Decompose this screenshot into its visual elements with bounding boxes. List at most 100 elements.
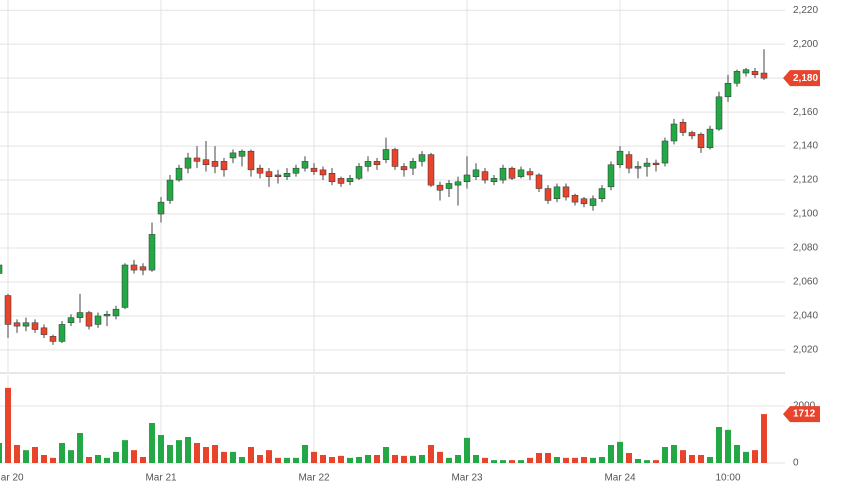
volume-bar [167, 445, 173, 463]
candle-body [733, 71, 741, 84]
candle [328, 168, 336, 186]
x-tick-label: Mar 22 [298, 473, 330, 484]
volume-bar [437, 451, 443, 463]
candle-body [499, 167, 507, 181]
candle [157, 197, 165, 223]
last-volume-badge [783, 406, 820, 423]
candle [697, 132, 705, 153]
candle-body [373, 161, 381, 166]
candle-body [607, 164, 615, 188]
candle [193, 146, 201, 169]
x-tick-label: Mar 20 [0, 473, 24, 484]
volume-bar [302, 445, 308, 463]
candle [616, 146, 624, 169]
candle [715, 91, 723, 131]
candle [103, 310, 111, 327]
volume-bar [284, 457, 290, 463]
y-tick-label: 2,080 [793, 243, 818, 254]
volume-bar [41, 455, 47, 463]
candle-body [346, 178, 354, 183]
candle [94, 312, 102, 328]
y-tick-label: 2,220 [793, 5, 818, 16]
volume-bar [761, 414, 767, 463]
candle [580, 197, 588, 208]
candle-body [517, 169, 525, 177]
candle [742, 67, 750, 77]
volume-bar [14, 445, 20, 463]
volume-bar [518, 460, 524, 463]
candle-body [13, 322, 21, 327]
candle-body [472, 169, 480, 177]
candle-body [121, 264, 129, 308]
candle [76, 293, 84, 323]
candle [382, 137, 390, 164]
candle-body [184, 157, 192, 169]
candle-body [157, 201, 165, 215]
volume-bar [230, 451, 236, 463]
candle [634, 161, 642, 179]
candle-body [40, 327, 48, 335]
candle-body [589, 198, 597, 206]
candle-body [670, 123, 678, 142]
candle-body [355, 166, 363, 179]
y-tick-label: 2,020 [793, 345, 818, 356]
volume-bar [662, 447, 668, 463]
candle-body [481, 171, 489, 181]
candle-body [679, 122, 687, 133]
candle [4, 293, 12, 339]
volume-bar [689, 455, 695, 463]
volume-bar [248, 447, 254, 463]
volume-bar [455, 455, 461, 463]
candle-body [4, 295, 12, 325]
volume-bar [680, 450, 686, 463]
candle-body [139, 266, 147, 271]
volume-bar [446, 457, 452, 463]
candle [229, 149, 237, 164]
candle [391, 147, 399, 170]
candle [13, 319, 21, 333]
candle-body [688, 132, 696, 137]
volume-bar [194, 443, 200, 463]
volume-bar [590, 457, 596, 463]
volume-bar [509, 460, 515, 463]
candle [265, 168, 273, 187]
candle-body [382, 149, 390, 160]
volume-bar [176, 440, 182, 463]
volume-bar [185, 437, 191, 463]
volume-bar [572, 457, 578, 463]
volume-bar [419, 455, 425, 463]
volume-bar [131, 450, 137, 463]
volume-bar [635, 459, 641, 463]
candle-body [724, 82, 732, 98]
volume-bar [644, 460, 650, 463]
volume-bar [491, 460, 497, 463]
y-tick-label: 2,060 [793, 277, 818, 288]
volume-bar [347, 457, 353, 463]
candle-body [715, 96, 723, 130]
candle-body [616, 150, 624, 166]
candle-body [580, 198, 588, 205]
volume-bar [716, 427, 722, 463]
volume-bar [140, 457, 146, 463]
volume-bar [68, 450, 74, 463]
candle-body [211, 161, 219, 167]
candle [481, 168, 489, 184]
candle [247, 149, 255, 177]
candle [310, 163, 318, 175]
candle-body [22, 322, 30, 327]
volume-bar [428, 445, 434, 463]
candle-body [76, 312, 84, 318]
candle-body [85, 312, 93, 327]
candle [589, 195, 597, 211]
x-tick-label: Mar 23 [451, 473, 483, 484]
candle-body [301, 161, 309, 169]
candle [256, 164, 264, 179]
volume-bar [239, 457, 245, 463]
candle-body [256, 167, 264, 174]
candle-body [544, 188, 552, 201]
candle-body [247, 150, 255, 171]
volume-bar [32, 447, 38, 463]
candle-body [103, 313, 111, 317]
volume-bar [473, 455, 479, 463]
